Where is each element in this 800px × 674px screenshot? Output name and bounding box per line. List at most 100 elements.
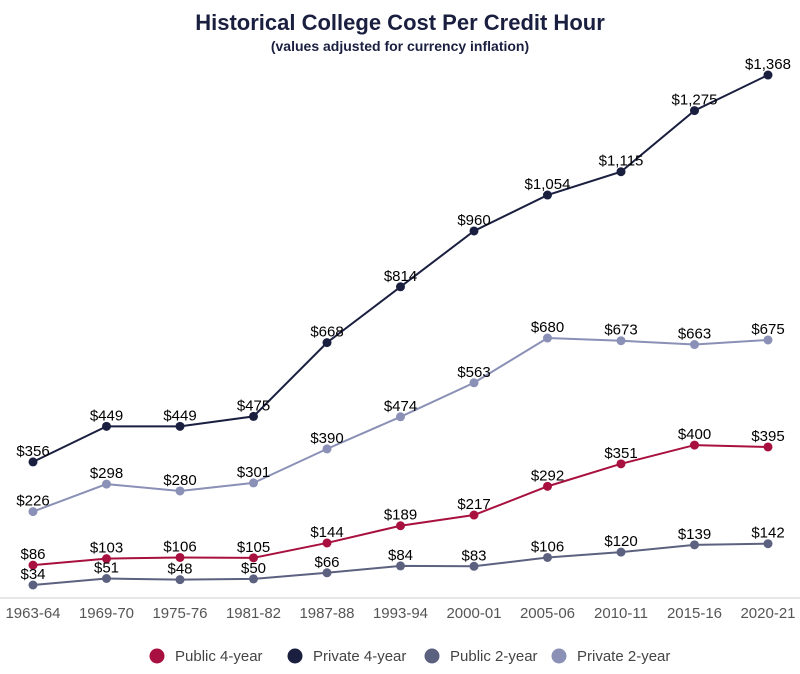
data-label: $680 (531, 319, 564, 336)
series-public-2-year: $34 $51 $48 $50 $66 $84 $83 $106 $120 $139 $142 (20, 525, 785, 590)
data-point[interactable] (543, 552, 552, 562)
data-label: $673 (604, 322, 637, 339)
data-point[interactable] (763, 539, 773, 549)
data-point[interactable] (690, 106, 699, 116)
data-point[interactable] (543, 481, 552, 491)
legend-label: Private 4-year (313, 648, 406, 665)
data-point[interactable] (175, 486, 185, 496)
data-point[interactable] (102, 554, 111, 564)
data-label: $51 (94, 560, 119, 577)
data-point[interactable] (616, 167, 626, 177)
data-label: $1,115 (599, 153, 644, 170)
data-label: $106 (163, 538, 196, 555)
data-point[interactable] (175, 421, 185, 431)
data-point[interactable] (396, 521, 405, 531)
data-point[interactable] (249, 553, 258, 563)
data-point[interactable] (469, 510, 479, 520)
data-point[interactable] (690, 340, 699, 350)
data-label: $103 (90, 540, 123, 557)
legend-marker (551, 648, 567, 664)
data-label: $356 (16, 443, 49, 460)
data-label: $1,054 (525, 176, 571, 193)
data-point[interactable] (175, 575, 185, 585)
series-private-2-year: $226 $298 $280 $301 $390 $474 $563 $680 $673 $663… (16, 319, 785, 517)
legend-label: Public 2-year (450, 648, 538, 665)
legend-label: Public 4-year (175, 648, 263, 665)
data-label: $400 (678, 426, 711, 443)
data-label: $34 (20, 566, 45, 583)
data-label: $663 (678, 326, 711, 343)
legend-marker (424, 648, 440, 664)
legend-item[interactable]: Private 4-year (287, 648, 407, 665)
data-label: $675 (751, 321, 784, 338)
data-label: $144 (310, 524, 343, 541)
data-point[interactable] (396, 412, 405, 422)
x-tick-label: 1963-64 (5, 605, 60, 622)
data-label: $475 (237, 397, 270, 414)
data-point[interactable] (249, 478, 258, 488)
data-point[interactable] (543, 333, 552, 343)
data-label: $814 (384, 268, 417, 285)
data-label: $105 (237, 539, 270, 556)
data-point[interactable] (690, 440, 699, 450)
x-tick-label: 2020-21 (740, 605, 795, 622)
data-point[interactable] (469, 226, 479, 236)
data-point[interactable] (763, 442, 773, 452)
data-point[interactable] (322, 538, 332, 548)
data-point[interactable] (543, 190, 552, 200)
x-tick-label: 2015-16 (667, 605, 722, 622)
data-point[interactable] (616, 459, 626, 469)
data-label: $189 (384, 507, 417, 524)
data-point[interactable] (28, 507, 38, 517)
data-point[interactable] (469, 561, 479, 571)
legend-item[interactable]: Public 2-year (424, 648, 538, 665)
legend-item[interactable]: Public 4-year (149, 648, 263, 665)
legend-label: Private 2-year (577, 648, 670, 665)
x-tick-label: 2005-06 (520, 605, 575, 622)
data-point[interactable] (175, 552, 185, 562)
data-point[interactable] (469, 378, 479, 388)
x-tick-label: 1993-94 (373, 605, 428, 622)
data-label: $1,368 (745, 56, 791, 73)
x-tick-label: 2000-01 (446, 605, 501, 622)
data-point[interactable] (102, 574, 111, 584)
data-label: $106 (531, 538, 564, 555)
data-point[interactable] (102, 479, 111, 489)
data-point[interactable] (396, 561, 405, 571)
data-label: $390 (310, 430, 343, 447)
data-label: $1,275 (672, 92, 718, 109)
data-label: $226 (16, 493, 49, 510)
data-point[interactable] (396, 282, 405, 292)
data-label: $449 (90, 407, 123, 424)
data-label: $120 (604, 533, 637, 550)
legend-marker (149, 648, 165, 664)
data-point[interactable] (102, 421, 111, 431)
x-tick-label: 1975-76 (152, 605, 207, 622)
data-label: $292 (531, 467, 564, 484)
data-point[interactable] (322, 338, 332, 348)
series-private-4-year: $356 $449 $449 $475 $668 $814 $960 $1,054 $1,115… (16, 56, 791, 467)
data-label: $280 (163, 472, 196, 489)
data-point[interactable] (249, 411, 258, 421)
series-public-4-year: $86 $103 $106 $105 $144 $189 $217 $292 $351 $400 $… (20, 426, 785, 570)
data-point[interactable] (763, 335, 773, 345)
data-point[interactable] (28, 457, 38, 467)
data-label: $668 (310, 324, 343, 341)
legend-item[interactable]: Private 2-year (551, 648, 671, 665)
data-label: $563 (457, 364, 490, 381)
x-tick-label: 2010-11 (594, 605, 648, 622)
data-point[interactable] (690, 540, 699, 550)
data-point[interactable] (249, 574, 258, 584)
data-label: $84 (388, 547, 413, 564)
data-label: $142 (751, 525, 784, 542)
data-point[interactable] (322, 568, 332, 578)
x-tick-label: 1987-88 (299, 605, 354, 622)
data-point[interactable] (28, 580, 38, 590)
data-point[interactable] (616, 336, 626, 346)
data-point[interactable] (616, 547, 626, 557)
data-point[interactable] (28, 560, 38, 570)
data-point[interactable] (763, 70, 773, 80)
data-point[interactable] (322, 444, 332, 454)
legend-marker (287, 648, 303, 664)
